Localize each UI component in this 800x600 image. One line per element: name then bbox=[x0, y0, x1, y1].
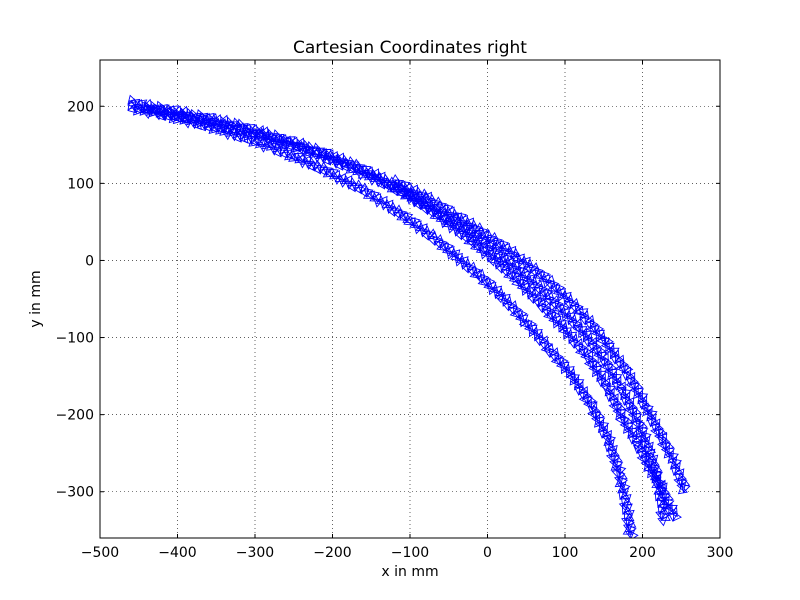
data-point bbox=[587, 360, 599, 370]
data-point bbox=[211, 117, 221, 128]
data-point bbox=[677, 477, 688, 488]
data-point bbox=[668, 507, 678, 518]
y-tick-label: 0 bbox=[85, 253, 94, 269]
data-point bbox=[577, 326, 588, 336]
data-point bbox=[641, 399, 652, 410]
x-tick-label: 300 bbox=[707, 545, 734, 561]
data-point bbox=[592, 365, 603, 375]
x-tick-label: 0 bbox=[483, 545, 492, 561]
data-point bbox=[596, 378, 607, 388]
y-tick-label: 200 bbox=[67, 99, 94, 115]
x-axis-label: x in mm bbox=[381, 564, 438, 580]
x-tick-label: −300 bbox=[236, 545, 274, 561]
data-point bbox=[365, 170, 375, 182]
data-point bbox=[680, 483, 691, 494]
data-point bbox=[512, 264, 522, 275]
data-point bbox=[335, 152, 345, 163]
data-point bbox=[583, 356, 594, 366]
data-point bbox=[494, 287, 505, 298]
y-axis-label: y in mm bbox=[28, 270, 44, 327]
data-point bbox=[597, 353, 607, 364]
x-tick-label: −500 bbox=[81, 545, 119, 561]
data-point bbox=[398, 212, 409, 223]
x-tick-label: −200 bbox=[313, 545, 351, 561]
data-point bbox=[254, 129, 265, 140]
data-point bbox=[582, 396, 593, 406]
data-point bbox=[587, 342, 598, 352]
data-point bbox=[643, 462, 654, 473]
data-point bbox=[662, 500, 673, 510]
data-point bbox=[572, 323, 583, 334]
data-point bbox=[241, 127, 252, 138]
data-point bbox=[542, 278, 553, 289]
y-tick-label: −200 bbox=[56, 408, 94, 424]
data-point bbox=[596, 370, 607, 380]
data-point bbox=[677, 484, 688, 495]
data-markers bbox=[127, 94, 691, 538]
data-point bbox=[222, 124, 233, 135]
data-point bbox=[306, 161, 316, 172]
chart-title: Cartesian Coordinates right bbox=[293, 38, 527, 58]
data-point bbox=[667, 513, 679, 523]
data-point bbox=[217, 118, 228, 129]
tick-labels: −500 −400 −300 −200 −100 0 100 200 300 −300 −200 −1… bbox=[56, 99, 734, 561]
y-tick-label: −300 bbox=[56, 485, 94, 501]
data-point bbox=[184, 107, 195, 118]
data-point bbox=[383, 199, 394, 210]
x-tick-label: −100 bbox=[391, 545, 429, 561]
data-point bbox=[376, 179, 385, 190]
data-point bbox=[573, 386, 585, 396]
plot-area bbox=[100, 60, 720, 538]
data-point bbox=[582, 330, 593, 340]
data-point bbox=[302, 154, 312, 166]
data-point bbox=[359, 169, 369, 180]
data-point bbox=[574, 379, 585, 389]
data-point bbox=[296, 153, 306, 164]
data-point bbox=[382, 181, 392, 192]
data-point bbox=[624, 363, 634, 375]
axis-ticks bbox=[99, 60, 721, 538]
data-point bbox=[616, 381, 626, 392]
data-point bbox=[592, 347, 603, 357]
y-tick-label: 100 bbox=[67, 176, 94, 192]
data-point bbox=[569, 374, 581, 384]
data-point bbox=[664, 498, 675, 509]
data-point bbox=[672, 511, 682, 522]
data-point bbox=[657, 516, 668, 527]
data-point bbox=[127, 103, 138, 114]
data-point bbox=[204, 117, 215, 128]
data-point bbox=[607, 448, 618, 459]
data-point bbox=[386, 206, 397, 217]
data-point bbox=[578, 391, 589, 401]
data-point bbox=[229, 124, 240, 135]
data-point bbox=[582, 338, 593, 348]
data-point bbox=[479, 234, 490, 245]
data-point bbox=[463, 235, 474, 246]
data-point bbox=[248, 128, 258, 139]
y-tick-label: −100 bbox=[56, 331, 94, 347]
x-tick-label: 200 bbox=[629, 545, 656, 561]
data-point bbox=[235, 127, 245, 138]
data-point bbox=[169, 107, 180, 118]
data-point bbox=[289, 151, 299, 163]
data-point bbox=[606, 434, 617, 445]
data-point bbox=[573, 317, 584, 328]
data-point bbox=[392, 209, 403, 220]
data-point bbox=[372, 172, 381, 183]
x-tick-label: 100 bbox=[552, 545, 579, 561]
data-point bbox=[510, 248, 521, 258]
x-tick-label: −400 bbox=[158, 545, 196, 561]
